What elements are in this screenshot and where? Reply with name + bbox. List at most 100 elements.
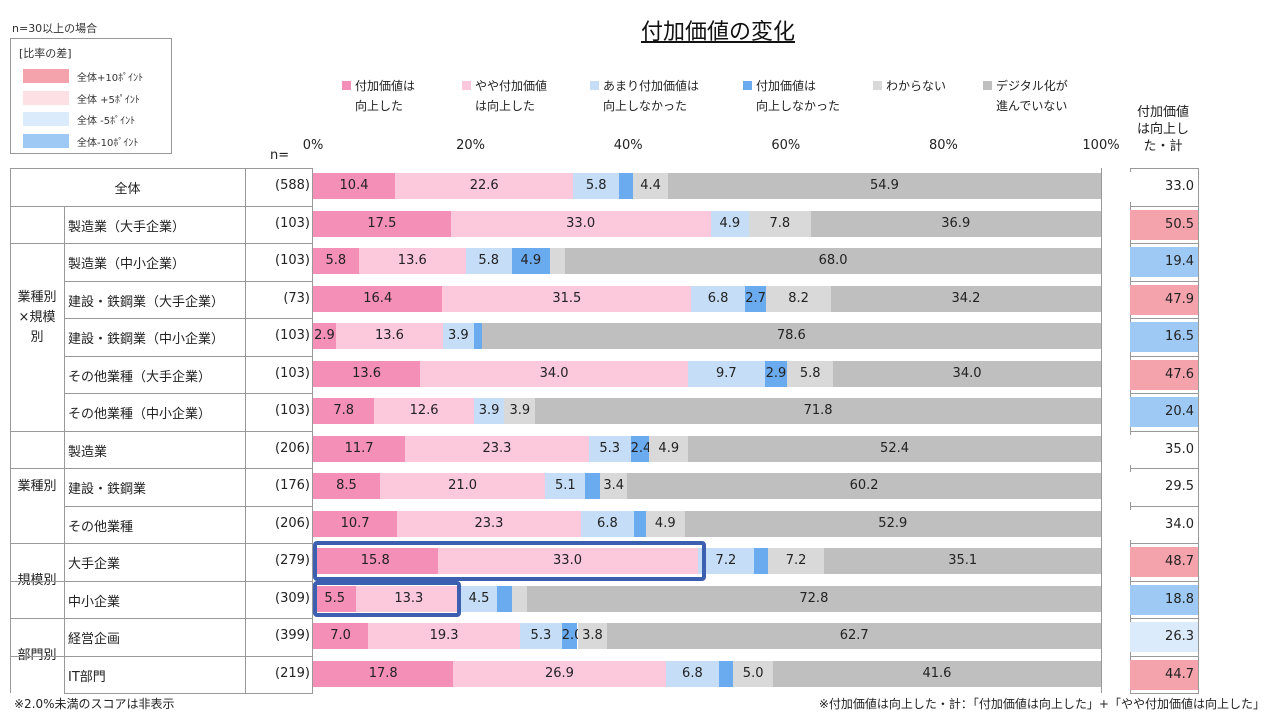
bar-segment bbox=[688, 360, 765, 387]
bar-segment bbox=[473, 323, 482, 349]
row-n-value: (309) bbox=[275, 590, 310, 606]
table-border bbox=[10, 168, 313, 169]
bar-segment bbox=[504, 398, 536, 424]
bar-segment bbox=[368, 623, 521, 649]
bar-value-label: 60.2 bbox=[849, 478, 879, 493]
row-label: 大手企業 bbox=[68, 557, 121, 572]
bar-value-label: 41.6 bbox=[922, 665, 952, 681]
bar-value-label: 33.0 bbox=[566, 215, 596, 231]
bar-segment bbox=[511, 585, 527, 612]
bar-segment bbox=[313, 435, 406, 462]
footnote-left: ※2.0%未満のスコアは非表示 bbox=[14, 697, 175, 711]
bar-segment bbox=[733, 660, 773, 687]
bar-value-label: 5.8 bbox=[478, 253, 500, 268]
row-separator bbox=[1130, 205, 1199, 207]
bar-value-label: 7.8 bbox=[333, 403, 355, 418]
row-separator bbox=[1130, 280, 1199, 282]
total-value-cell: 18.8 bbox=[1130, 584, 1198, 615]
row-separator bbox=[64, 318, 313, 319]
bar-segment bbox=[627, 473, 1101, 499]
bar-value-label: 34.0 bbox=[952, 365, 982, 381]
bar-segment bbox=[585, 473, 601, 499]
series-legend-item: デジタル化が 進んでいない bbox=[983, 76, 1068, 116]
row-label: 全体 bbox=[114, 182, 141, 197]
row-label: 製造業（中小企業） bbox=[68, 257, 186, 272]
row-label: その他業種（大手企業） bbox=[68, 369, 212, 385]
bar-segment bbox=[437, 548, 698, 574]
bar-segment bbox=[767, 548, 825, 574]
bar-segment bbox=[313, 548, 438, 574]
n-column-header: n= bbox=[270, 148, 290, 163]
highlight-sme bbox=[313, 581, 461, 617]
bar-segment bbox=[442, 285, 692, 312]
bar-segment bbox=[313, 623, 369, 649]
row-n-value: (206) bbox=[275, 515, 310, 531]
total-column-header: 付加価値 は向上し た・計 bbox=[1136, 105, 1189, 154]
series-legend-swatch bbox=[590, 81, 599, 90]
bar-segment bbox=[833, 360, 1101, 387]
row-n-value: (206) bbox=[275, 440, 310, 456]
bar-segment bbox=[335, 323, 443, 349]
row-separator bbox=[1130, 655, 1199, 657]
footnote-right: ※付加価値は向上した・計：「付加価値は向上した」+「やや付加価値は向上した」 bbox=[818, 697, 1265, 711]
bar-segment bbox=[633, 173, 668, 199]
row-separator bbox=[1130, 393, 1199, 394]
bar-segment bbox=[313, 360, 421, 387]
bar-value-label: 52.4 bbox=[880, 440, 909, 456]
bar-segment bbox=[496, 585, 512, 612]
row-n-value: (399) bbox=[275, 628, 310, 643]
row-separator bbox=[10, 205, 313, 207]
bar-value-label: 5.3 bbox=[599, 440, 621, 456]
bar-segment bbox=[667, 173, 1101, 199]
row-n-value: (103) bbox=[275, 403, 310, 418]
series-legend-item: あまり付加価値は 向上しなかった bbox=[590, 76, 699, 116]
series-legend-swatch bbox=[462, 81, 471, 90]
bar-segment bbox=[630, 435, 650, 462]
row-separator bbox=[1130, 355, 1199, 357]
row-n-value: (588) bbox=[275, 178, 310, 193]
bar-value-label: 10.7 bbox=[340, 515, 370, 531]
bar-segment bbox=[766, 285, 831, 312]
row-separator bbox=[10, 655, 313, 657]
bar-value-label: 2.9 bbox=[314, 328, 335, 343]
bar-value-label: 72.8 bbox=[799, 590, 829, 606]
series-legend-label: 付加価値は 向上しなかった bbox=[756, 79, 841, 113]
highlight-large-companies bbox=[313, 541, 706, 581]
bar-segment bbox=[830, 285, 1101, 312]
bar-segment bbox=[374, 398, 474, 424]
bar-value-label: 3.9 bbox=[478, 403, 500, 418]
bar-value-label: 54.9 bbox=[869, 178, 899, 193]
total-value-cell: 48.7 bbox=[1130, 547, 1198, 577]
bar-value-label: 16.4 bbox=[363, 290, 393, 306]
row-separator bbox=[1130, 580, 1199, 582]
bar-value-label: 13.6 bbox=[374, 328, 404, 343]
total-value-cell: 35.0 bbox=[1130, 434, 1198, 465]
bar-segment bbox=[710, 210, 750, 237]
bar-value-label: 2.7 bbox=[745, 290, 766, 306]
row-separator bbox=[64, 393, 313, 394]
series-legend-swatch bbox=[983, 81, 992, 90]
bar-value-label: 62.7 bbox=[839, 628, 869, 643]
bar-value-label: 13.6 bbox=[397, 253, 427, 268]
bar-segment bbox=[607, 623, 1101, 649]
series-legend-swatch bbox=[743, 81, 752, 90]
chart-title: 付加価値の変化 bbox=[640, 20, 795, 45]
bar-segment bbox=[395, 173, 574, 199]
bar-value-label: 4.5 bbox=[468, 590, 490, 606]
x-axis-tick-label: 20% bbox=[456, 138, 486, 153]
series-legend-item: 付加価値は 向上しなかった bbox=[743, 76, 840, 116]
series-legend-label: デジタル化が 進んでいない bbox=[996, 79, 1068, 113]
bar-segment bbox=[588, 435, 631, 462]
bar-segment bbox=[313, 510, 398, 537]
bar-segment bbox=[580, 510, 635, 537]
bar-value-label: 8.5 bbox=[336, 478, 357, 493]
difference-legend-item: 全体 -5ﾎﾟｲﾝﾄ bbox=[23, 110, 173, 128]
series-legend-label: やや付加価値 は向上した bbox=[475, 79, 548, 113]
bar-segment bbox=[358, 248, 466, 274]
group-label: 部門別 bbox=[17, 647, 57, 663]
bar-segment bbox=[565, 248, 1101, 274]
bar-segment bbox=[764, 360, 788, 387]
bar-value-label: 6.8 bbox=[597, 515, 618, 531]
bar-value-label: 36.9 bbox=[941, 215, 971, 231]
bar-segment bbox=[719, 660, 734, 687]
